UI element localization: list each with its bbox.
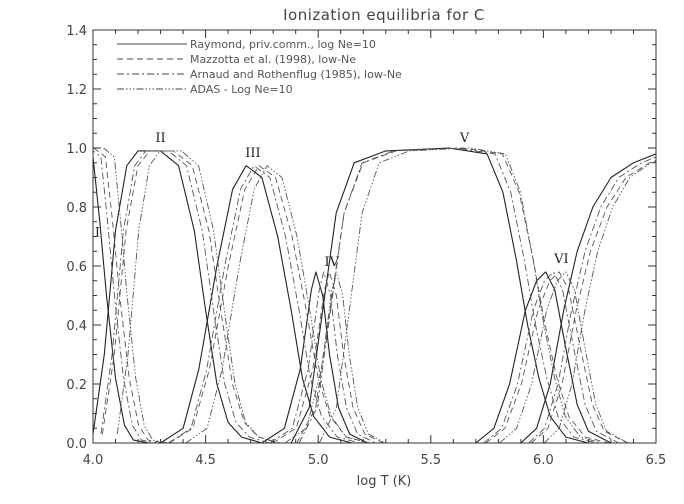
x-tick-label: 6.5 [646,453,667,468]
y-tick-label: 0.2 [66,378,87,393]
curves-group [93,147,656,443]
series-4-ion-I-line [103,147,168,443]
series-4-ion-V-line [318,147,602,443]
y-tick-label: 0.0 [66,437,87,452]
y-tick-label: 0.6 [66,260,87,275]
chart-title: Ionization equilibria for C [283,6,485,24]
series-1-ion-IV-line [261,271,368,443]
ticks-group: 4.0 4.5 5.0 5.5 6.0 6.5 0.0 0.2 0.4 0.6 0.8 1.0 1.2 1… [66,24,666,468]
legend-label-2: Mazzotta et al. (1998), low-Ne [190,53,356,66]
series-4-ion-II-line [116,150,278,443]
x-tick-label: 4.5 [195,453,216,468]
legend-label-4: ADAS - Log Ne=10 [190,83,293,96]
series-4-ion-VI-line [499,271,629,443]
x-axis-label: log T (K) [357,474,412,489]
series-1-ion-V-line [290,147,589,443]
plot-frame [92,29,657,444]
ion-label-II: II [155,131,165,146]
y-tick-label: 1.0 [66,142,87,157]
legend-label-3: Arnaud and Rothenflug (1985), low-Ne [190,68,402,81]
ion-label-I: I [95,226,100,241]
x-tick-label: 5.0 [308,453,329,468]
series-4-ion-III-line [185,165,368,443]
series-1-ion-VI-line [475,271,612,443]
series-1-ion-III-line [160,165,353,443]
x-tick-label: 5.5 [420,453,441,468]
series-1-ion-VII-line [520,153,656,443]
ion-label-VI: VI [553,252,569,267]
series-3-ion-IV-line [269,271,376,443]
series-3-ion-VI-line [483,271,620,443]
series-4-ion-IV-line [284,271,386,443]
legend: Raymond, priv.comm., log Ne=10 Mazzotta e… [117,38,402,96]
series-2-ion-II-line [101,150,280,443]
ion-label-III: III [245,146,260,161]
legend-label-1: Raymond, priv.comm., log Ne=10 [190,38,376,51]
ion-label-IV: IV [324,255,339,270]
axes-group [92,29,657,444]
series-2-ion-IV-line [272,271,384,443]
ion-label-V: V [459,131,470,146]
series-3-ion-II-line [100,150,270,443]
series-2-ion-III-line [168,165,371,443]
y-tick-label: 1.4 [66,24,87,39]
series-2-ion-VII-line [531,159,656,443]
series-3-ion-III-line [168,165,361,443]
x-tick-label: 6.0 [533,453,554,468]
y-tick-label: 0.8 [66,201,87,216]
y-tick-label: 1.2 [66,83,87,98]
series-3-ion-I-line [93,150,158,443]
y-tick-label: 0.4 [66,319,87,334]
series-1-ion-II-line [93,150,263,443]
series-1-ion-I-line [93,156,150,443]
x-tick-label: 4.0 [83,453,104,468]
series-2-ion-I-line [93,147,165,443]
series-3-ion-VII-line [528,156,656,443]
series-2-ion-VI-line [485,271,629,443]
series-4-ion-VII-line [543,160,656,443]
